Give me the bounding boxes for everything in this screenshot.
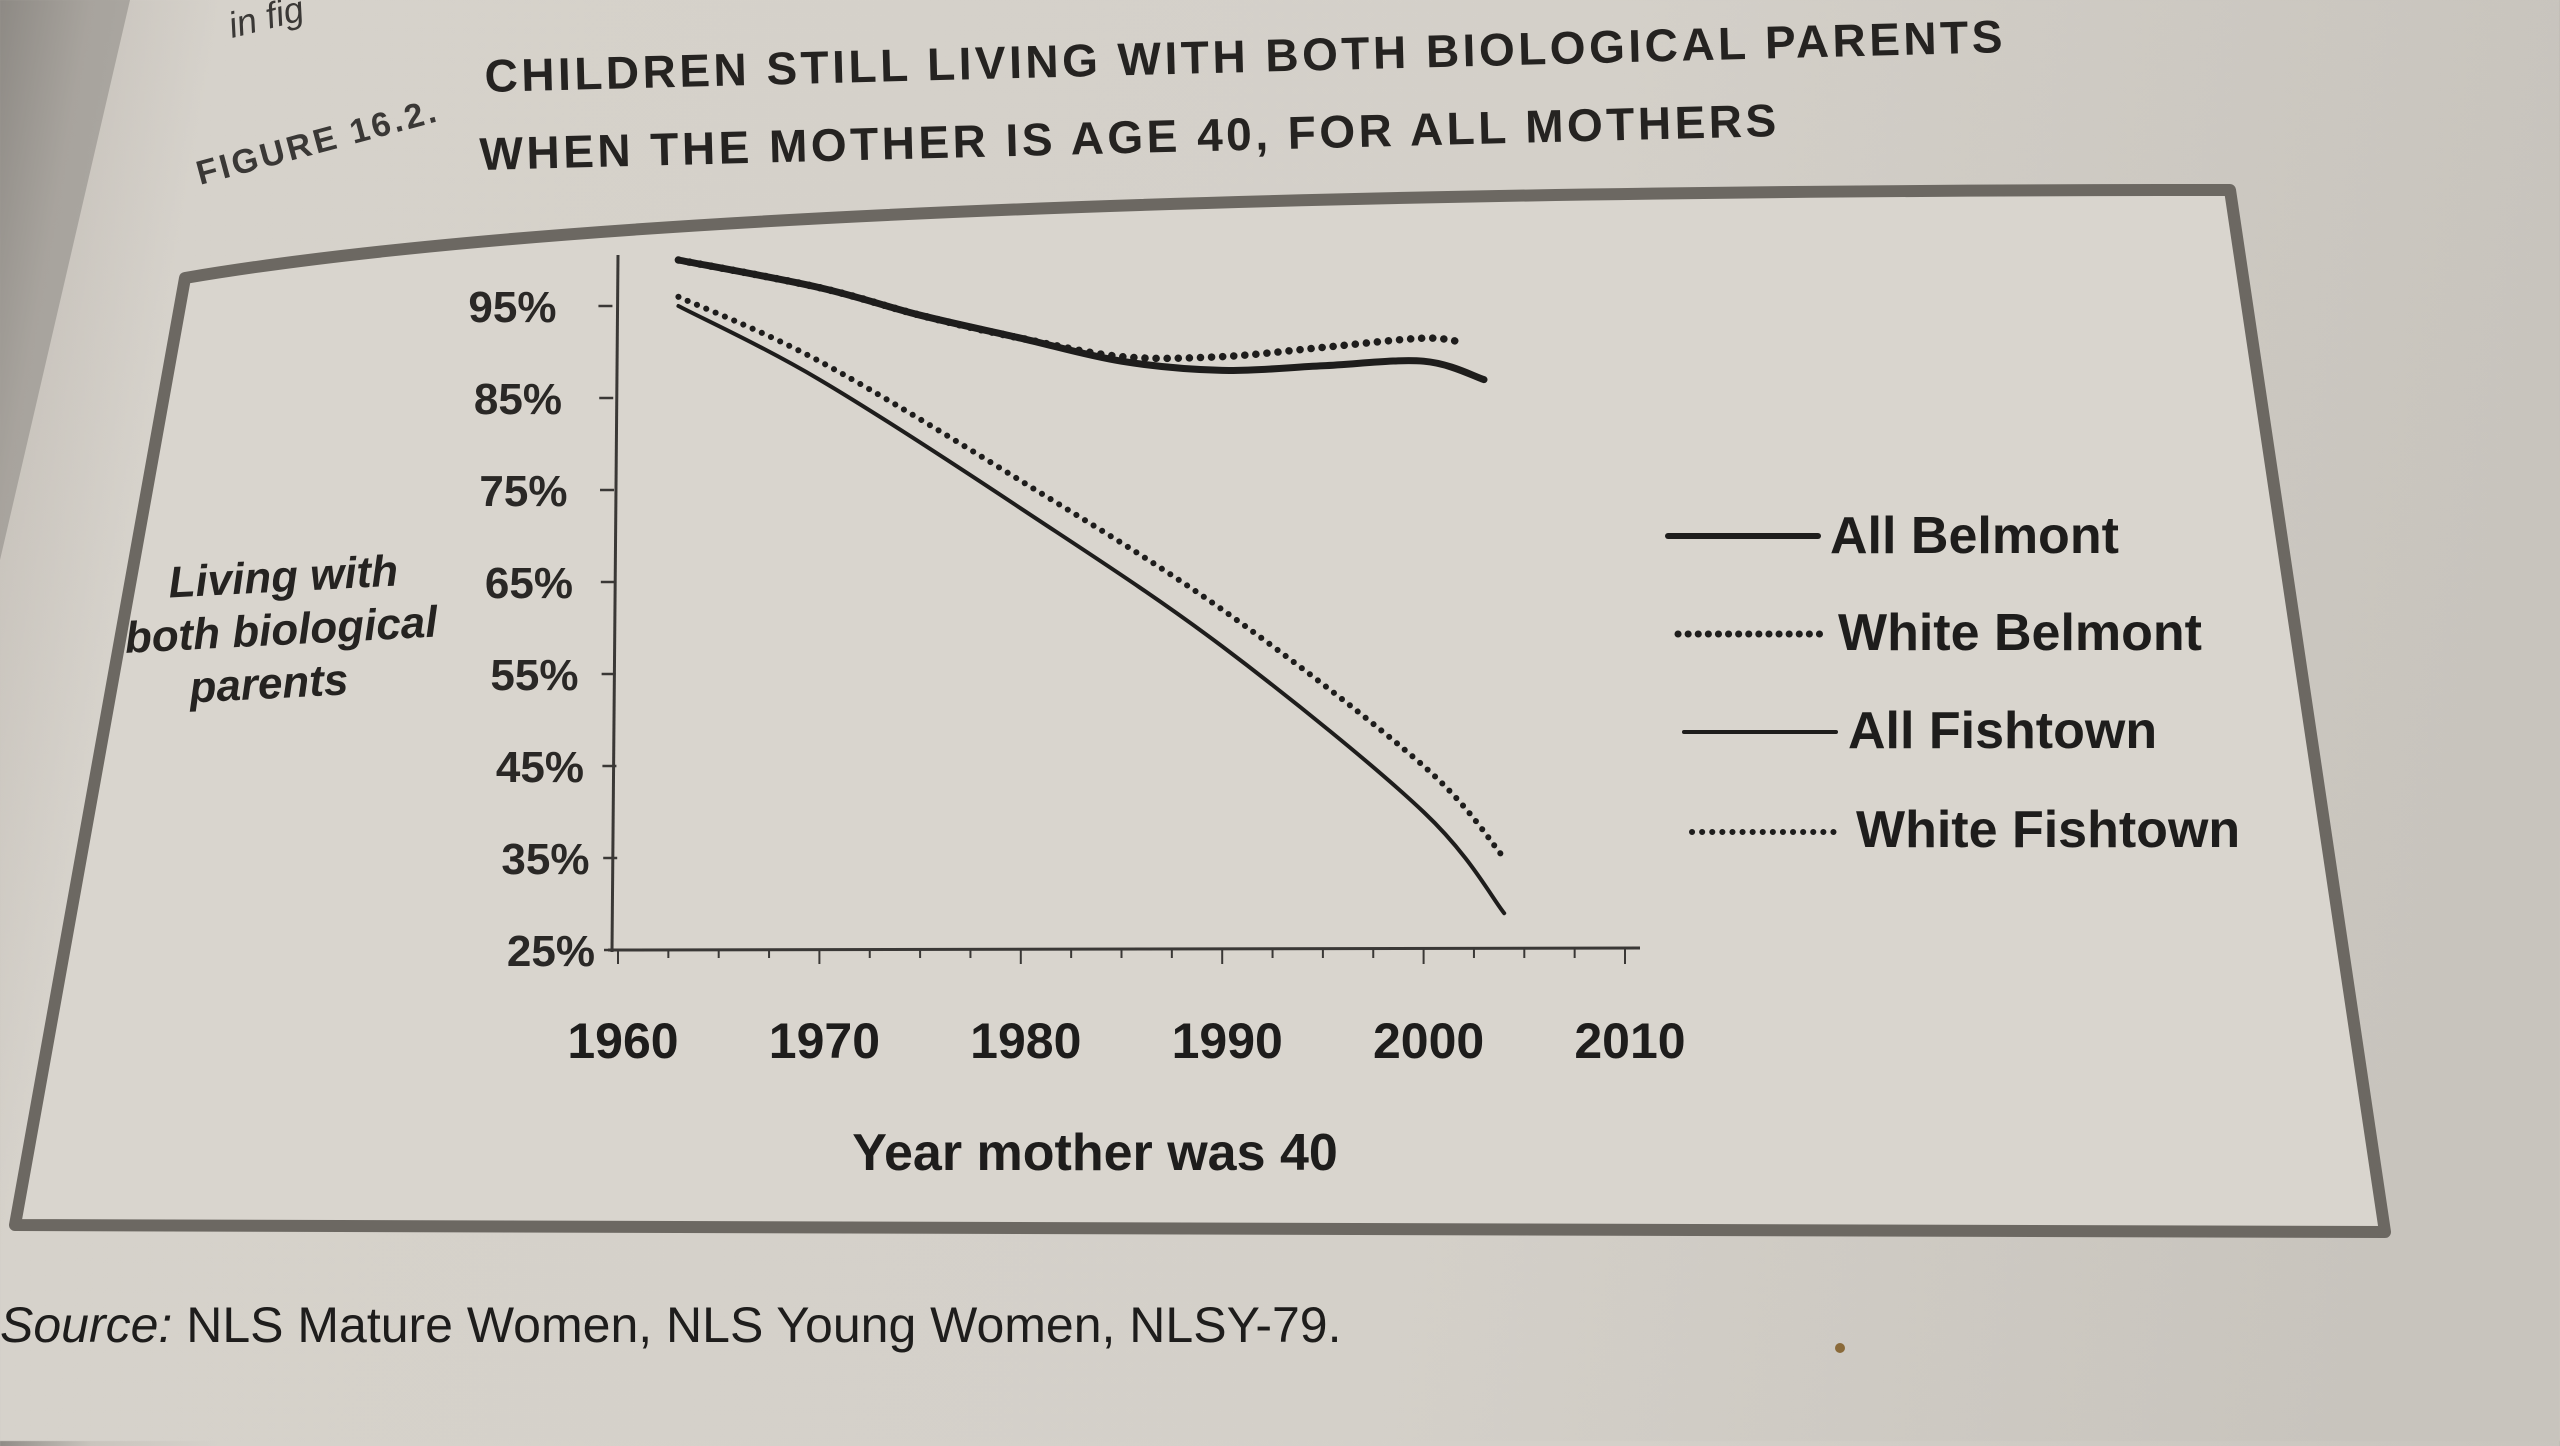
legend-label: White Belmont xyxy=(1838,604,2202,662)
plot-area: 25% 35% 45% 55% 65% 75% 85% 95% 1960 1970 1980 1990… xyxy=(468,254,1686,1069)
x-axis-label: Year mother was 40 xyxy=(852,1124,1338,1182)
y-tick-label: 35% xyxy=(501,835,589,884)
legend-label: White Fishtown xyxy=(1856,801,2240,859)
x-tick-label: 1990 xyxy=(1172,1013,1283,1069)
y-tick-label: 75% xyxy=(479,467,567,516)
x-tick-label: 1980 xyxy=(970,1013,1081,1069)
paper-speck xyxy=(1835,1343,1845,1353)
source-text: NLS Mature Women, NLS Young Women, NLSY-… xyxy=(172,1297,1341,1353)
x-tick-label: 2000 xyxy=(1373,1013,1484,1069)
legend-label: All Fishtown xyxy=(1848,702,2157,760)
figure-title-line2: WHEN THE MOTHER IS AGE 40, FOR ALL MOTHE… xyxy=(479,94,1780,180)
figure-label: FIGURE 16.2. xyxy=(192,91,443,192)
corner-text: in fig xyxy=(224,0,308,46)
legend-label: All Belmont xyxy=(1830,507,2119,565)
page-edge xyxy=(0,0,130,560)
legend: All Belmont White Belmont All Fishtown Whit… xyxy=(1665,507,2240,859)
y-tick-label: 25% xyxy=(507,927,595,976)
figure-title-line1: CHILDREN STILL LIVING WITH BOTH BIOLOGIC… xyxy=(484,10,2007,102)
x-tick-label: 1960 xyxy=(567,1013,678,1069)
source-note: Source: NLS Mature Women, NLS Young Wome… xyxy=(0,1297,1342,1353)
y-tick-label: 85% xyxy=(474,375,562,424)
y-axis-label-line1: Living with xyxy=(167,547,399,608)
x-tick-label: 1970 xyxy=(769,1013,880,1069)
series-line-white-fishtown xyxy=(675,293,1508,861)
y-axis-line xyxy=(610,254,620,953)
y-tick-label: 65% xyxy=(485,559,573,608)
series-line-all-fishtown xyxy=(676,304,1507,916)
y-axis-label-line3: parents xyxy=(187,655,349,712)
x-axis-line xyxy=(607,946,1641,952)
y-tick-label: 45% xyxy=(496,743,584,792)
x-tick-label: 2010 xyxy=(1574,1013,1685,1069)
y-tick-label: 95% xyxy=(468,283,556,332)
y-tick-label: 55% xyxy=(490,651,578,700)
series-line-white-belmont xyxy=(674,256,1468,363)
chart-frame xyxy=(9,184,2391,1238)
source-prefix: Source: xyxy=(0,1297,172,1353)
